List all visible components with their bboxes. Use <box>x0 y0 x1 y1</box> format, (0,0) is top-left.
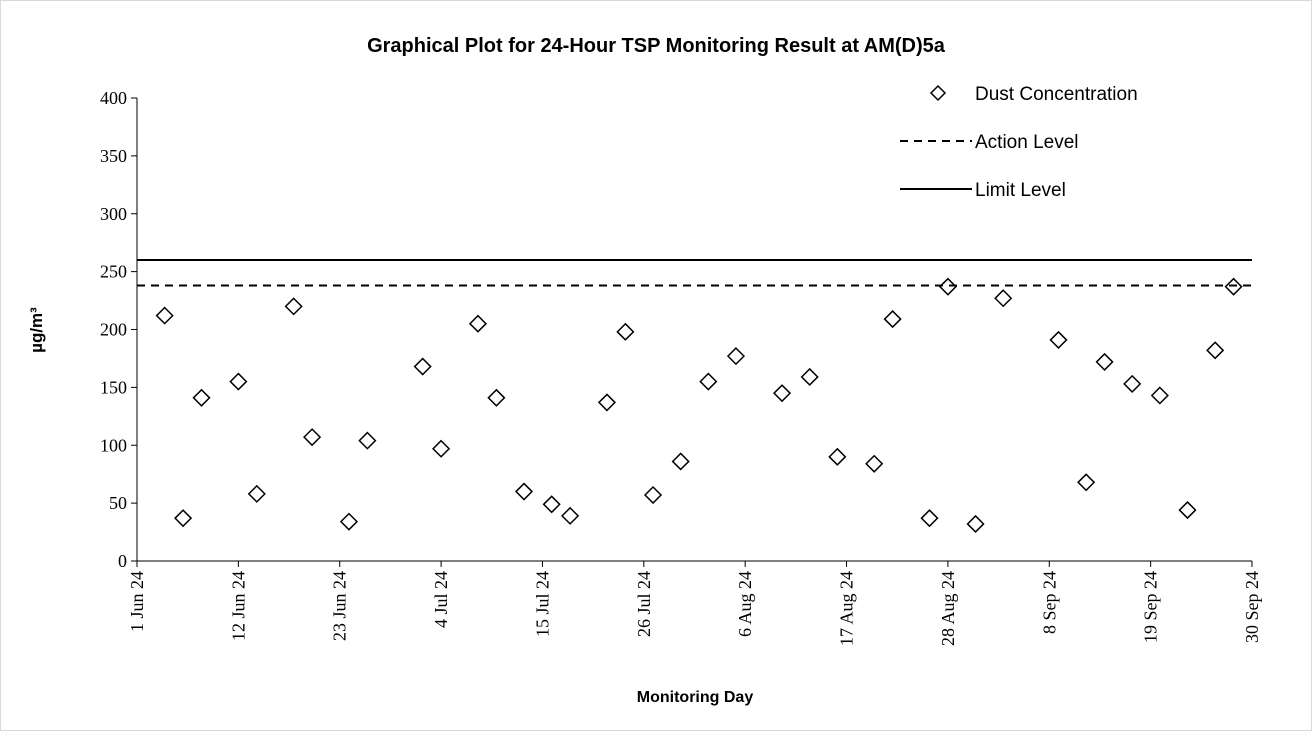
y-tick-label: 200 <box>100 320 127 340</box>
data-point <box>487 388 506 407</box>
y-axis-label: µg/m³ <box>27 307 46 353</box>
x-tick-label: 15 Jul 24 <box>532 571 552 637</box>
data-point <box>671 452 690 471</box>
x-tick-label: 26 Jul 24 <box>634 571 654 637</box>
data-point <box>828 447 847 466</box>
data-point <box>303 428 322 447</box>
data-point <box>192 388 211 407</box>
data-point <box>966 514 985 534</box>
x-tick-label: 17 Aug 24 <box>837 571 857 646</box>
legend-marker <box>929 84 947 102</box>
data-point <box>1150 386 1169 405</box>
y-tick-label: 400 <box>100 88 127 108</box>
x-tick-label: 6 Aug 24 <box>735 571 755 637</box>
x-tick-label: 8 Sep 24 <box>1039 571 1059 634</box>
y-tick-label: 350 <box>100 146 127 166</box>
x-tick-label: 23 Jun 24 <box>330 571 350 641</box>
data-point <box>772 384 792 403</box>
data-point <box>616 322 635 341</box>
data-point <box>542 495 561 514</box>
x-tick-label: 19 Sep 24 <box>1141 571 1161 643</box>
data-point <box>865 454 884 473</box>
data-point <box>699 372 718 391</box>
data-point <box>247 484 266 503</box>
data-point <box>643 485 663 505</box>
data-point <box>1049 330 1068 349</box>
data-point <box>938 277 957 296</box>
data-point <box>597 393 617 412</box>
data-point <box>339 512 359 531</box>
data-point <box>800 367 819 387</box>
data-point <box>1095 352 1114 371</box>
x-tick-label: 30 Sep 24 <box>1242 571 1262 643</box>
x-tick-label: 1 Jun 24 <box>127 571 147 632</box>
data-point <box>1077 473 1096 492</box>
y-tick-label: 150 <box>100 377 127 397</box>
y-tick-label: 250 <box>100 262 127 282</box>
x-axis-label: Monitoring Day <box>637 689 754 706</box>
data-point <box>432 439 451 458</box>
data-point <box>994 289 1013 308</box>
data-point <box>1178 501 1197 520</box>
chart-title: Graphical Plot for 24-Hour TSP Monitorin… <box>367 35 946 57</box>
legend-label: Limit Level <box>975 180 1066 201</box>
y-tick-label: 0 <box>118 551 127 571</box>
data-point <box>468 314 488 333</box>
data-point <box>413 357 432 376</box>
y-tick-label: 100 <box>100 435 127 455</box>
data-point <box>1123 374 1142 393</box>
data-point <box>1224 277 1243 296</box>
data-point <box>561 506 580 525</box>
x-tick-label: 4 Jul 24 <box>431 571 451 628</box>
data-point <box>883 310 902 329</box>
y-tick-label: 300 <box>100 204 127 224</box>
data-point <box>155 306 174 325</box>
y-tick-label: 50 <box>109 493 127 513</box>
data-point <box>174 509 193 528</box>
data-point <box>284 297 303 316</box>
data-point <box>920 509 939 528</box>
data-point <box>358 431 377 450</box>
legend-label: Action Level <box>975 132 1079 153</box>
data-point <box>229 372 248 391</box>
data-point <box>1206 341 1225 360</box>
legend-label: Dust Concentration <box>975 84 1138 105</box>
x-tick-label: 12 Jun 24 <box>228 571 248 641</box>
data-point <box>514 482 534 501</box>
x-tick-label: 28 Aug 24 <box>938 571 958 646</box>
data-point <box>726 347 746 366</box>
